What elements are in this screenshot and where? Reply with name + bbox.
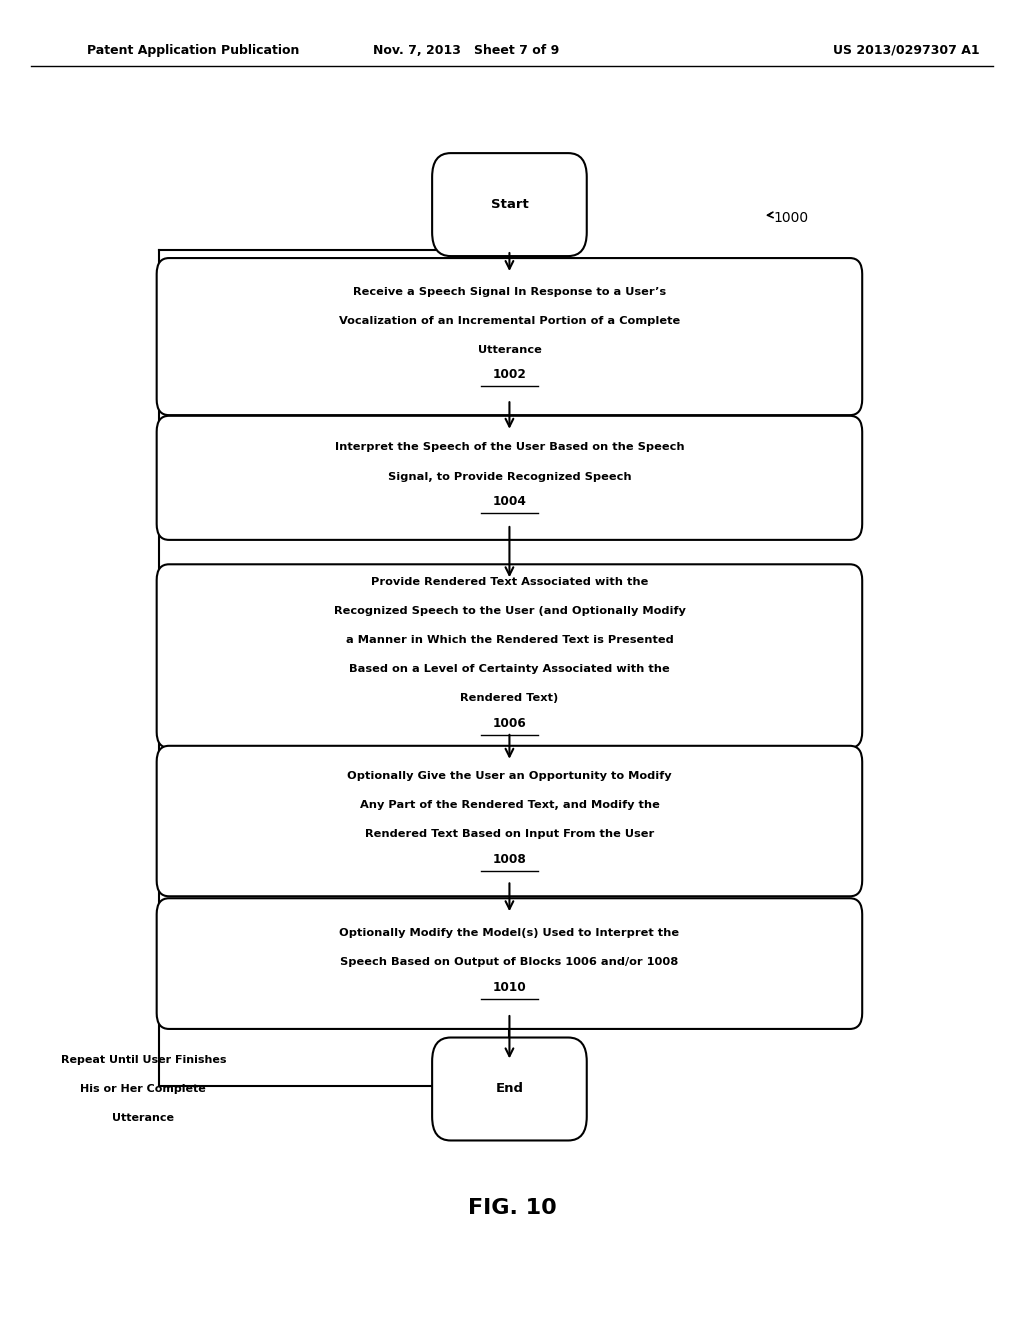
Text: Optionally Give the User an Opportunity to Modify: Optionally Give the User an Opportunity … bbox=[347, 771, 672, 781]
Text: 1008: 1008 bbox=[493, 853, 526, 866]
FancyBboxPatch shape bbox=[157, 746, 862, 896]
FancyBboxPatch shape bbox=[157, 259, 862, 414]
FancyBboxPatch shape bbox=[432, 1038, 587, 1140]
Text: Nov. 7, 2013   Sheet 7 of 9: Nov. 7, 2013 Sheet 7 of 9 bbox=[373, 44, 559, 57]
Text: 1006: 1006 bbox=[493, 717, 526, 730]
FancyBboxPatch shape bbox=[157, 898, 862, 1030]
FancyBboxPatch shape bbox=[432, 153, 587, 256]
Text: Vocalization of an Incremental Portion of a Complete: Vocalization of an Incremental Portion o… bbox=[339, 315, 680, 326]
Text: Patent Application Publication: Patent Application Publication bbox=[87, 44, 299, 57]
Text: Repeat Until User Finishes: Repeat Until User Finishes bbox=[60, 1055, 226, 1065]
FancyBboxPatch shape bbox=[157, 416, 862, 540]
Text: Start: Start bbox=[490, 198, 528, 211]
Text: End: End bbox=[496, 1082, 523, 1096]
Text: Utterance: Utterance bbox=[113, 1113, 174, 1123]
Text: Based on a Level of Certainty Associated with the: Based on a Level of Certainty Associated… bbox=[349, 664, 670, 675]
Text: US 2013/0297307 A1: US 2013/0297307 A1 bbox=[833, 44, 980, 57]
Text: 1000: 1000 bbox=[773, 211, 808, 224]
Text: Provide Rendered Text Associated with the: Provide Rendered Text Associated with th… bbox=[371, 577, 648, 587]
Text: Interpret the Speech of the User Based on the Speech: Interpret the Speech of the User Based o… bbox=[335, 442, 684, 453]
Text: Recognized Speech to the User (and Optionally Modify: Recognized Speech to the User (and Optio… bbox=[334, 606, 685, 616]
Text: Signal, to Provide Recognized Speech: Signal, to Provide Recognized Speech bbox=[388, 471, 631, 482]
Text: 1010: 1010 bbox=[493, 981, 526, 994]
Text: a Manner in Which the Rendered Text is Presented: a Manner in Which the Rendered Text is P… bbox=[345, 635, 674, 645]
Text: Rendered Text): Rendered Text) bbox=[461, 693, 558, 704]
Text: 1004: 1004 bbox=[493, 495, 526, 508]
Text: Utterance: Utterance bbox=[477, 345, 542, 355]
Text: Speech Based on Output of Blocks 1006 and/or 1008: Speech Based on Output of Blocks 1006 an… bbox=[340, 957, 679, 968]
Text: Receive a Speech Signal In Response to a User’s: Receive a Speech Signal In Response to a… bbox=[353, 286, 666, 297]
Text: Optionally Modify the Model(s) Used to Interpret the: Optionally Modify the Model(s) Used to I… bbox=[339, 928, 680, 939]
Text: His or Her Complete: His or Her Complete bbox=[81, 1084, 206, 1094]
Text: Rendered Text Based on Input From the User: Rendered Text Based on Input From the Us… bbox=[365, 829, 654, 840]
Text: FIG. 10: FIG. 10 bbox=[468, 1197, 556, 1218]
FancyBboxPatch shape bbox=[157, 565, 862, 747]
Text: 1002: 1002 bbox=[493, 368, 526, 381]
Text: Any Part of the Rendered Text, and Modify the: Any Part of the Rendered Text, and Modif… bbox=[359, 800, 659, 810]
